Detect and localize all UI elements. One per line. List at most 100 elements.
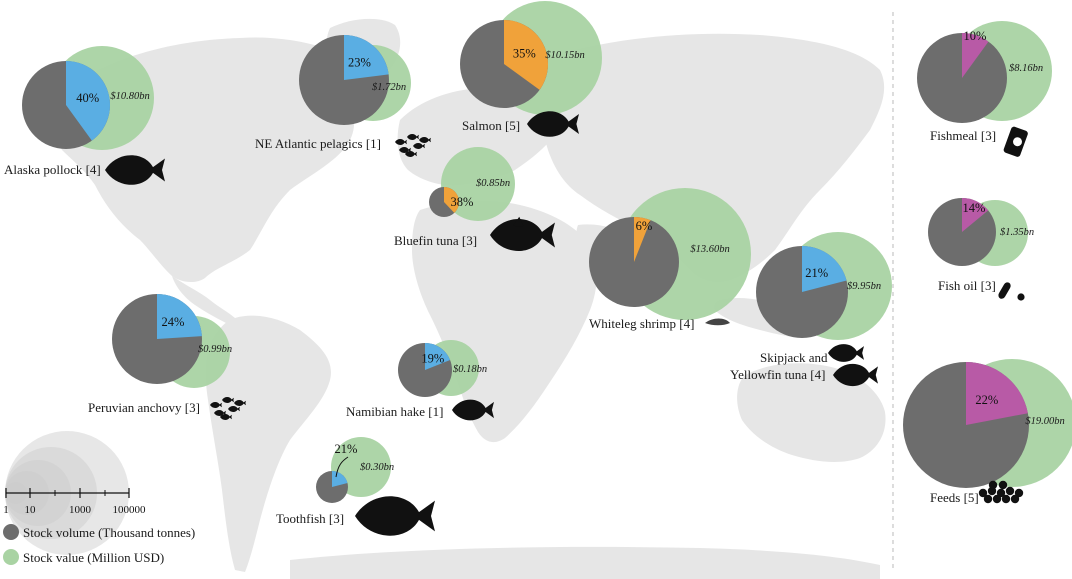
stock-name-label-line1: Skipjack and [760, 350, 828, 365]
fish-silhouette [105, 155, 165, 185]
stock-name-label: Bluefin tuna [3] [394, 233, 477, 248]
small-fish [399, 147, 411, 153]
oil-capsule [998, 282, 1011, 299]
stock-share-wedge [504, 20, 548, 90]
small-fish [210, 402, 222, 408]
stock-value-label: $13.60bn [690, 244, 729, 255]
fish-silhouette [355, 496, 435, 536]
legend-value-swatch [3, 549, 19, 565]
stock-name-label: Toothfish [3] [276, 511, 344, 526]
stock-value-label: $19.00bn [1025, 416, 1064, 427]
scale-tick-label: 100000 [113, 504, 147, 516]
stock-group-0: 40% $10.80bn Alaska pollock [4] [4, 46, 165, 185]
stock-name-label: Whiteleg shrimp [4] [589, 316, 694, 331]
small-fish [214, 410, 226, 416]
feed-pellet [1001, 494, 1011, 504]
feed-pellet [996, 488, 1006, 498]
stock-name-label: Feeds [5] [930, 490, 979, 505]
stock-group-8: 21%$0.30bn Toothfish [3] [276, 437, 435, 536]
stock-group-5: 21% $9.95bn Skipjack and Yellowfin tuna [4] [730, 232, 892, 387]
stock-value-label: $0.85bn [476, 178, 510, 189]
fish-icon [452, 399, 494, 421]
stock-share-label: 38% [451, 195, 474, 209]
feed-pellet [998, 480, 1008, 490]
stock-name-label: Namibian hake [1] [346, 404, 443, 419]
share-leader-line [335, 456, 349, 478]
shrimp-body [705, 318, 730, 326]
scale-tick-label: 10 [25, 504, 37, 516]
stock-name-label: Peruvian anchovy [3] [88, 400, 200, 415]
fish-icon [355, 496, 435, 536]
school-icon [395, 134, 431, 157]
stock-share-label: 23% [348, 55, 371, 69]
stock-share-wedge [962, 198, 989, 232]
stock-circles: 40% $10.80bn Alaska pollock [4] 23% $1.72bn N… [4, 1, 1072, 536]
small-fish [407, 134, 419, 140]
school-icon [210, 397, 246, 420]
legend-value-label: Stock value (Million USD) [23, 550, 164, 565]
stock-name-label: Salmon [5] [462, 118, 520, 133]
fish-silhouette [452, 399, 494, 421]
continent-central-america [172, 276, 235, 325]
stock-name-label: Alaska pollock [4] [4, 162, 101, 177]
continent-europe [397, 87, 566, 186]
feed-pellet [1014, 488, 1024, 498]
stock-share-label: 19% [421, 351, 444, 365]
stock-value-label: $0.99bn [198, 344, 232, 355]
stock-value-label: $9.95bn [847, 281, 881, 292]
stock-value-label: $10.15bn [545, 50, 584, 61]
small-fish [419, 137, 431, 143]
stock-value-label: $0.30bn [360, 462, 394, 473]
continent-south-america [205, 315, 331, 572]
stock-share-label: 22% [975, 393, 998, 407]
stock-name-label: NE Atlantic pelagics [1] [255, 136, 381, 151]
shrimp-icon [705, 318, 730, 326]
stock-group-9: 10% $8.16bn Fishmeal [3] [917, 21, 1052, 157]
feed-pellet [978, 488, 988, 498]
stock-share-wedge [962, 33, 989, 78]
pellets-icon [978, 480, 1024, 504]
stock-share-wedge [157, 294, 202, 339]
tin-label [1013, 137, 1022, 147]
stock-group-6: 24% $0.99bn Peruvian anchovy [3] [88, 294, 246, 420]
stock-group-1: 23% $1.72bn NE Atlantic pelagics [1] [255, 35, 431, 157]
feed-pellet [1010, 494, 1020, 504]
stock-share-label: 14% [963, 201, 986, 215]
feed-pellet [983, 494, 993, 504]
tuna-silhouette [833, 363, 878, 387]
stock-share-label: 6% [636, 219, 653, 233]
tuna-silhouette [490, 218, 555, 252]
stock-group-3: 38%$0.85bn Bluefin tuna [3] [394, 147, 555, 252]
stock-share-wedge [344, 35, 389, 80]
tuna-fin [512, 216, 524, 227]
stock-share-label: 24% [162, 315, 185, 329]
stock-group-2: 35% $10.15bn Salmon [5] [460, 1, 602, 137]
stock-value-label: $1.72bn [372, 82, 406, 93]
stock-group-7: 19% $0.18bn Namibian hake [1] [346, 340, 494, 421]
stock-name-label-line2: Yellowfin tuna [4] [730, 367, 825, 382]
legend-volume-swatch [3, 524, 19, 540]
legend-volume-label: Stock volume (Thousand tonnes) [23, 525, 195, 540]
small-fish [405, 151, 417, 157]
continent-australia [737, 363, 886, 462]
small-fish [413, 143, 425, 149]
oil-icon [998, 282, 1025, 301]
stock-share-wedge [425, 343, 451, 370]
stock-share-wedge [802, 246, 847, 292]
feed-pellet [1005, 486, 1015, 496]
scale-tick-label: 1000 [69, 504, 92, 516]
feed-pellet [992, 494, 1002, 504]
stock-group-4: 6% $13.60bn Whiteleg shrimp [4] [589, 188, 751, 331]
stock-group-11: 22% $19.00bn Feeds [5] [903, 359, 1072, 505]
small-fish [228, 406, 240, 412]
fish-silhouette [527, 111, 579, 137]
stock-share-label: 10% [964, 29, 987, 43]
stock-share-label: 21% [805, 266, 828, 280]
stock-share-label: 40% [76, 91, 99, 105]
scale-tick-label: 1 [3, 504, 9, 516]
stock-value-label: $8.16bn [1009, 63, 1043, 74]
legend: 1 10 1000 100000 Stock volume (Thousand tonn… [3, 431, 195, 565]
small-fish [220, 414, 232, 420]
